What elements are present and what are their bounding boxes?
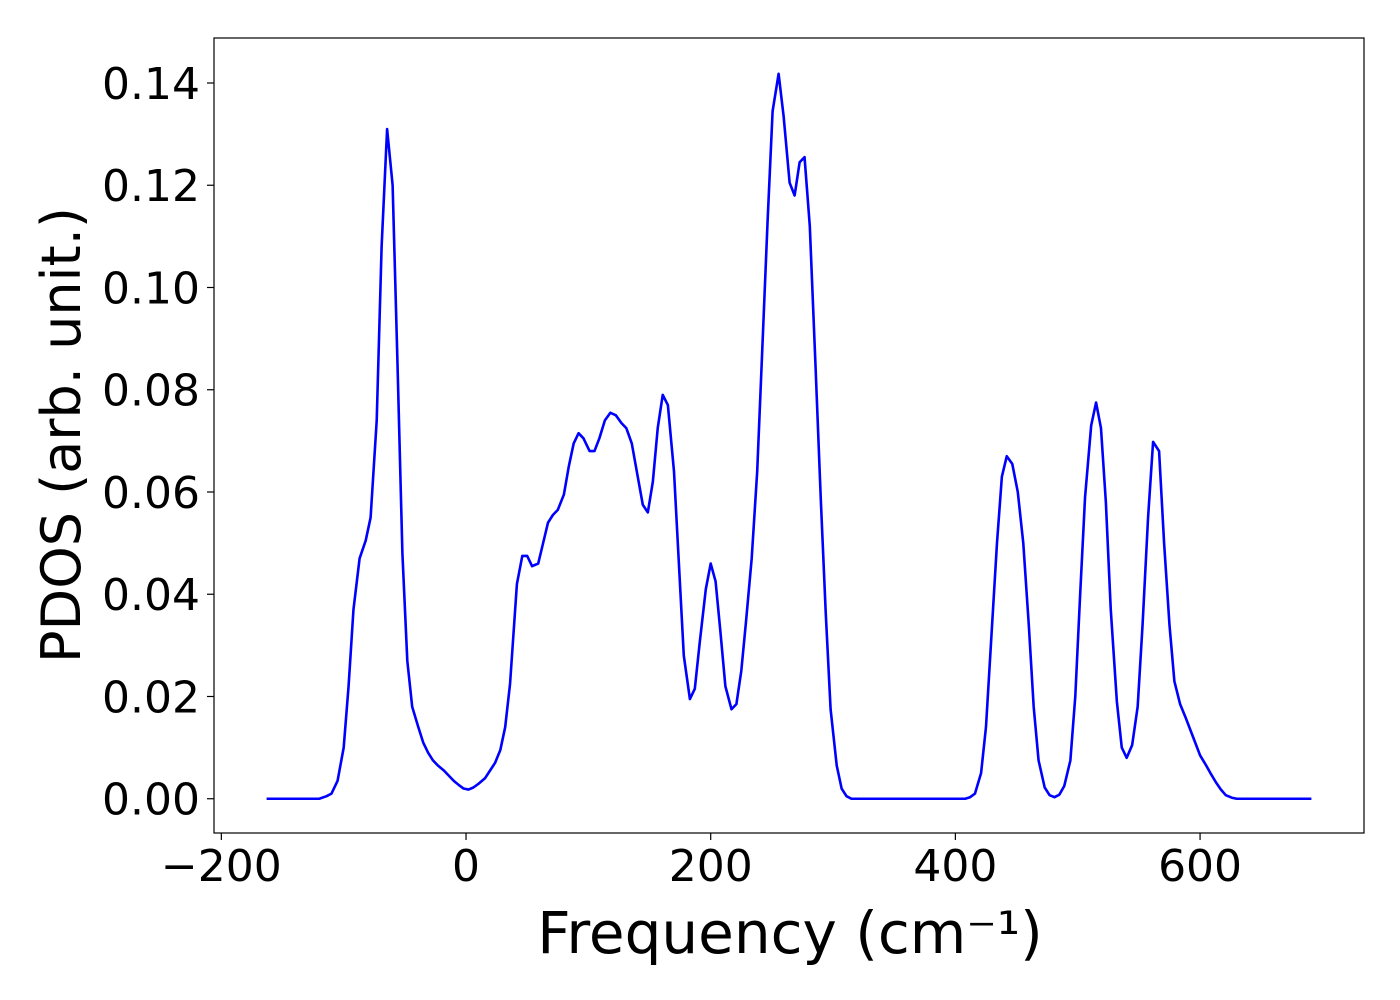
- x-tick-label: 400: [913, 841, 997, 892]
- x-tick-label: 0: [452, 841, 480, 892]
- x-axis-label: Frequency (cm⁻¹): [537, 899, 1043, 967]
- y-axis-label: PDOS (arb. unit.): [30, 207, 93, 663]
- y-tick-label: 0.12: [102, 161, 200, 212]
- y-tick-label: 0.14: [102, 59, 200, 110]
- data-line: [266, 72, 1312, 801]
- y-tick-label: 0.10: [102, 263, 200, 314]
- x-tick-label: −200: [161, 841, 282, 892]
- y-tick-label: 0.00: [102, 775, 200, 826]
- y-tick-label: 0.02: [102, 672, 200, 723]
- x-tick-label: 200: [669, 841, 753, 892]
- x-tick-label: 600: [1158, 841, 1242, 892]
- plot-frame: [213, 37, 1365, 834]
- y-tick-label: 0.08: [102, 366, 200, 417]
- y-tick-label: 0.04: [102, 570, 200, 621]
- y-tick-label: 0.06: [102, 468, 200, 519]
